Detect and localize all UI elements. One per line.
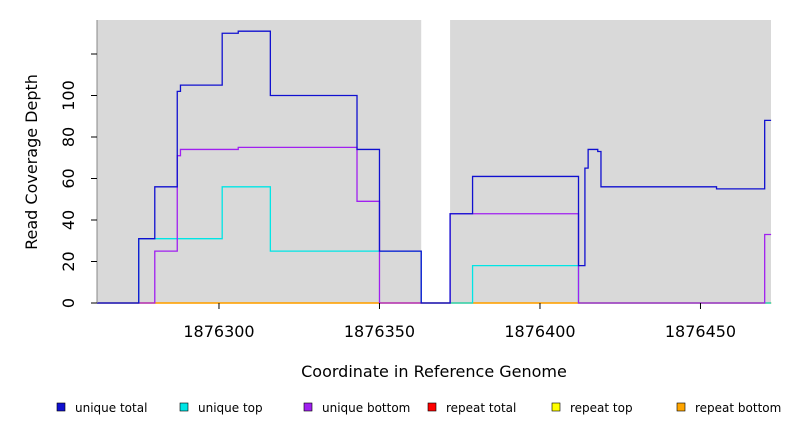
y-tick-label: 100 [59,80,78,111]
y-tick-label: 80 [59,127,78,147]
legend-swatch [427,402,437,412]
x-axis-title: Coordinate in Reference Genome [301,362,567,381]
legend-label: repeat total [446,401,516,415]
series-line-unique-total [97,30,772,304]
gap-region [421,20,451,303]
legend-swatch [303,402,313,412]
legend: unique total unique top unique bottom repea… [56,401,781,415]
x-tick-label: 1876300 [183,322,254,341]
legend-label: unique bottom [322,401,410,415]
legend-swatch [551,402,561,412]
y-tick-label: 20 [59,251,78,271]
legend-swatch [56,402,66,412]
x-axis: 1876300 1876350 1876400 1876450 [183,303,736,341]
y-tick-label: 0 [59,298,78,308]
x-tick-label: 1876350 [344,322,415,341]
y-tick-label: 60 [59,168,78,188]
legend-swatch [179,402,189,412]
legend-label: repeat bottom [695,401,781,415]
y-axis-title: Read Coverage Depth [22,74,41,250]
y-axis: 0 20 40 60 80 100 [59,53,97,308]
legend-label: unique total [75,401,147,415]
x-tick-label: 1876400 [504,322,575,341]
legend-swatch [676,402,686,412]
series-line-unique-bottom [97,146,772,304]
legend-label: unique top [198,401,263,415]
legend-label: repeat top [570,401,633,415]
x-tick-label: 1876450 [665,322,736,341]
series-layer [96,20,772,304]
y-tick-label: 40 [59,210,78,230]
